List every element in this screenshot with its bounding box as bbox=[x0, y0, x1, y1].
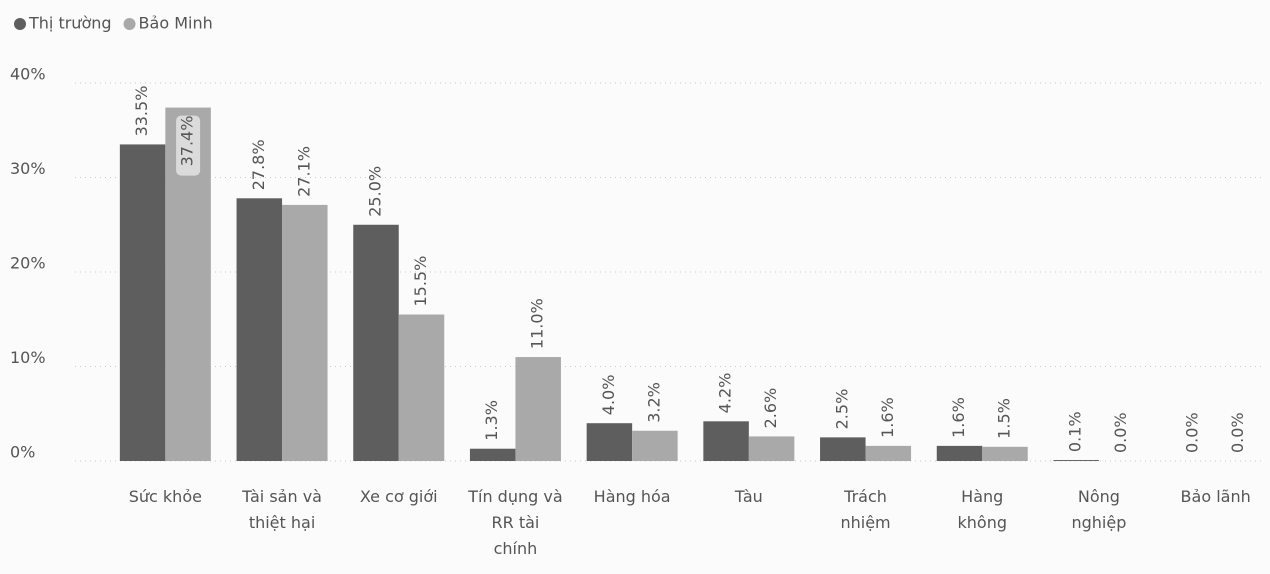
value-label: 25.0% bbox=[366, 166, 385, 217]
y-tick-label: 0% bbox=[10, 443, 35, 462]
value-label: 27.1% bbox=[294, 146, 313, 197]
bar bbox=[1053, 460, 1099, 461]
value-label: 11.0% bbox=[528, 298, 547, 349]
y-tick-label: 40% bbox=[10, 65, 46, 84]
x-tick-label: Trách nhiệm bbox=[840, 487, 891, 532]
bar bbox=[936, 445, 983, 461]
x-tick-label: Hàng hóa bbox=[593, 487, 671, 506]
value-label: 1.6% bbox=[878, 397, 897, 438]
value-label: 0.0% bbox=[1182, 412, 1201, 453]
legend-swatch bbox=[123, 18, 136, 30]
y-tick-label: 20% bbox=[10, 254, 46, 273]
bar bbox=[515, 357, 561, 461]
y-tick-label: 30% bbox=[10, 159, 46, 178]
value-label: 15.5% bbox=[411, 256, 430, 307]
bar bbox=[353, 224, 399, 461]
bar bbox=[398, 314, 445, 461]
value-label: 2.6% bbox=[761, 388, 780, 429]
x-tick-label: Tàu bbox=[734, 487, 763, 506]
bar bbox=[236, 198, 283, 462]
legend-swatch bbox=[14, 18, 26, 30]
value-label: 27.8% bbox=[249, 139, 268, 190]
x-tick-label: Hàng không bbox=[957, 487, 1008, 532]
y-tick-label: 10% bbox=[10, 348, 46, 367]
value-label: 4.2% bbox=[716, 373, 735, 414]
legend-label: Bảo Minh bbox=[139, 14, 213, 33]
value-label: 33.5% bbox=[132, 86, 151, 137]
value-label: 4.0% bbox=[599, 375, 618, 416]
bar bbox=[469, 448, 516, 461]
bar bbox=[982, 446, 1028, 461]
value-label: 37.4% bbox=[178, 116, 197, 167]
value-label: 2.5% bbox=[832, 389, 851, 430]
value-label: 3.2% bbox=[644, 382, 663, 423]
x-tick-label: Nông nghiệp bbox=[1071, 487, 1127, 532]
bar bbox=[632, 430, 678, 461]
bar bbox=[865, 445, 912, 461]
bar bbox=[119, 144, 166, 462]
legend-label: Thị trường bbox=[28, 14, 112, 33]
x-tick-label: Bảo lãnh bbox=[1180, 487, 1251, 506]
value-label: 1.6% bbox=[949, 397, 968, 438]
x-tick-label: Tín dụng và RR tài chính bbox=[468, 487, 563, 558]
value-label: 0.0% bbox=[1228, 412, 1247, 453]
bar bbox=[586, 423, 633, 461]
x-tick-label: Sức khỏe bbox=[128, 487, 202, 506]
bar bbox=[282, 204, 328, 461]
value-label: 0.0% bbox=[1111, 412, 1130, 453]
value-label: 0.1% bbox=[1066, 411, 1085, 452]
x-tick-label: Xe cơ giới bbox=[359, 487, 438, 506]
value-label: 1.3% bbox=[482, 400, 501, 441]
bar bbox=[748, 436, 795, 461]
x-tick-label: Tài sản và thiệt hại bbox=[242, 487, 322, 532]
label-bg bbox=[176, 115, 201, 176]
bar bbox=[820, 437, 866, 461]
bar bbox=[703, 421, 749, 461]
value-label: 1.5% bbox=[995, 398, 1014, 439]
